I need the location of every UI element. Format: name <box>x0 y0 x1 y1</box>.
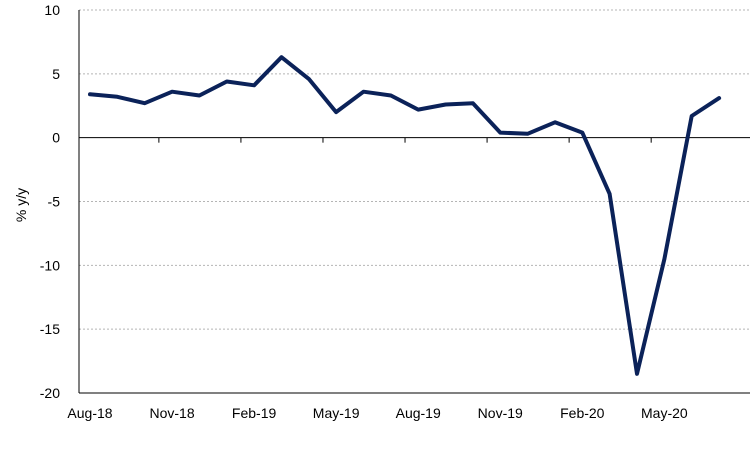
x-tick-label: May-20 <box>641 405 688 421</box>
gridlines <box>79 9 750 330</box>
series-group <box>88 55 722 376</box>
x-axis: Aug-18 Nov-18 Feb-19 May-19 Aug-19 Nov-19 Feb-… <box>67 10 750 421</box>
x-tick-label: Feb-19 <box>232 405 277 421</box>
y-tick-label: 0 <box>52 130 60 146</box>
x-tick-label: Aug-19 <box>396 405 441 421</box>
y-axis-ticks: 10 5 0 -5 -10 -15 -20 <box>40 2 60 401</box>
series-line <box>88 55 722 376</box>
y-tick-label: -5 <box>48 194 61 210</box>
x-tick-label: Nov-18 <box>149 405 194 421</box>
x-tick-label: Feb-20 <box>560 405 605 421</box>
x-tick-label: Aug-18 <box>67 405 112 421</box>
x-tick-label: May-19 <box>313 405 360 421</box>
y-tick-label: -15 <box>40 321 60 337</box>
x-tick-label: Nov-19 <box>478 405 523 421</box>
y-tick-label: -10 <box>40 257 60 273</box>
y-axis-label: % y/y <box>13 188 29 222</box>
y-tick-label: 10 <box>44 2 60 18</box>
y-tick-label: -20 <box>40 385 60 401</box>
y-tick-label: 5 <box>52 66 60 82</box>
